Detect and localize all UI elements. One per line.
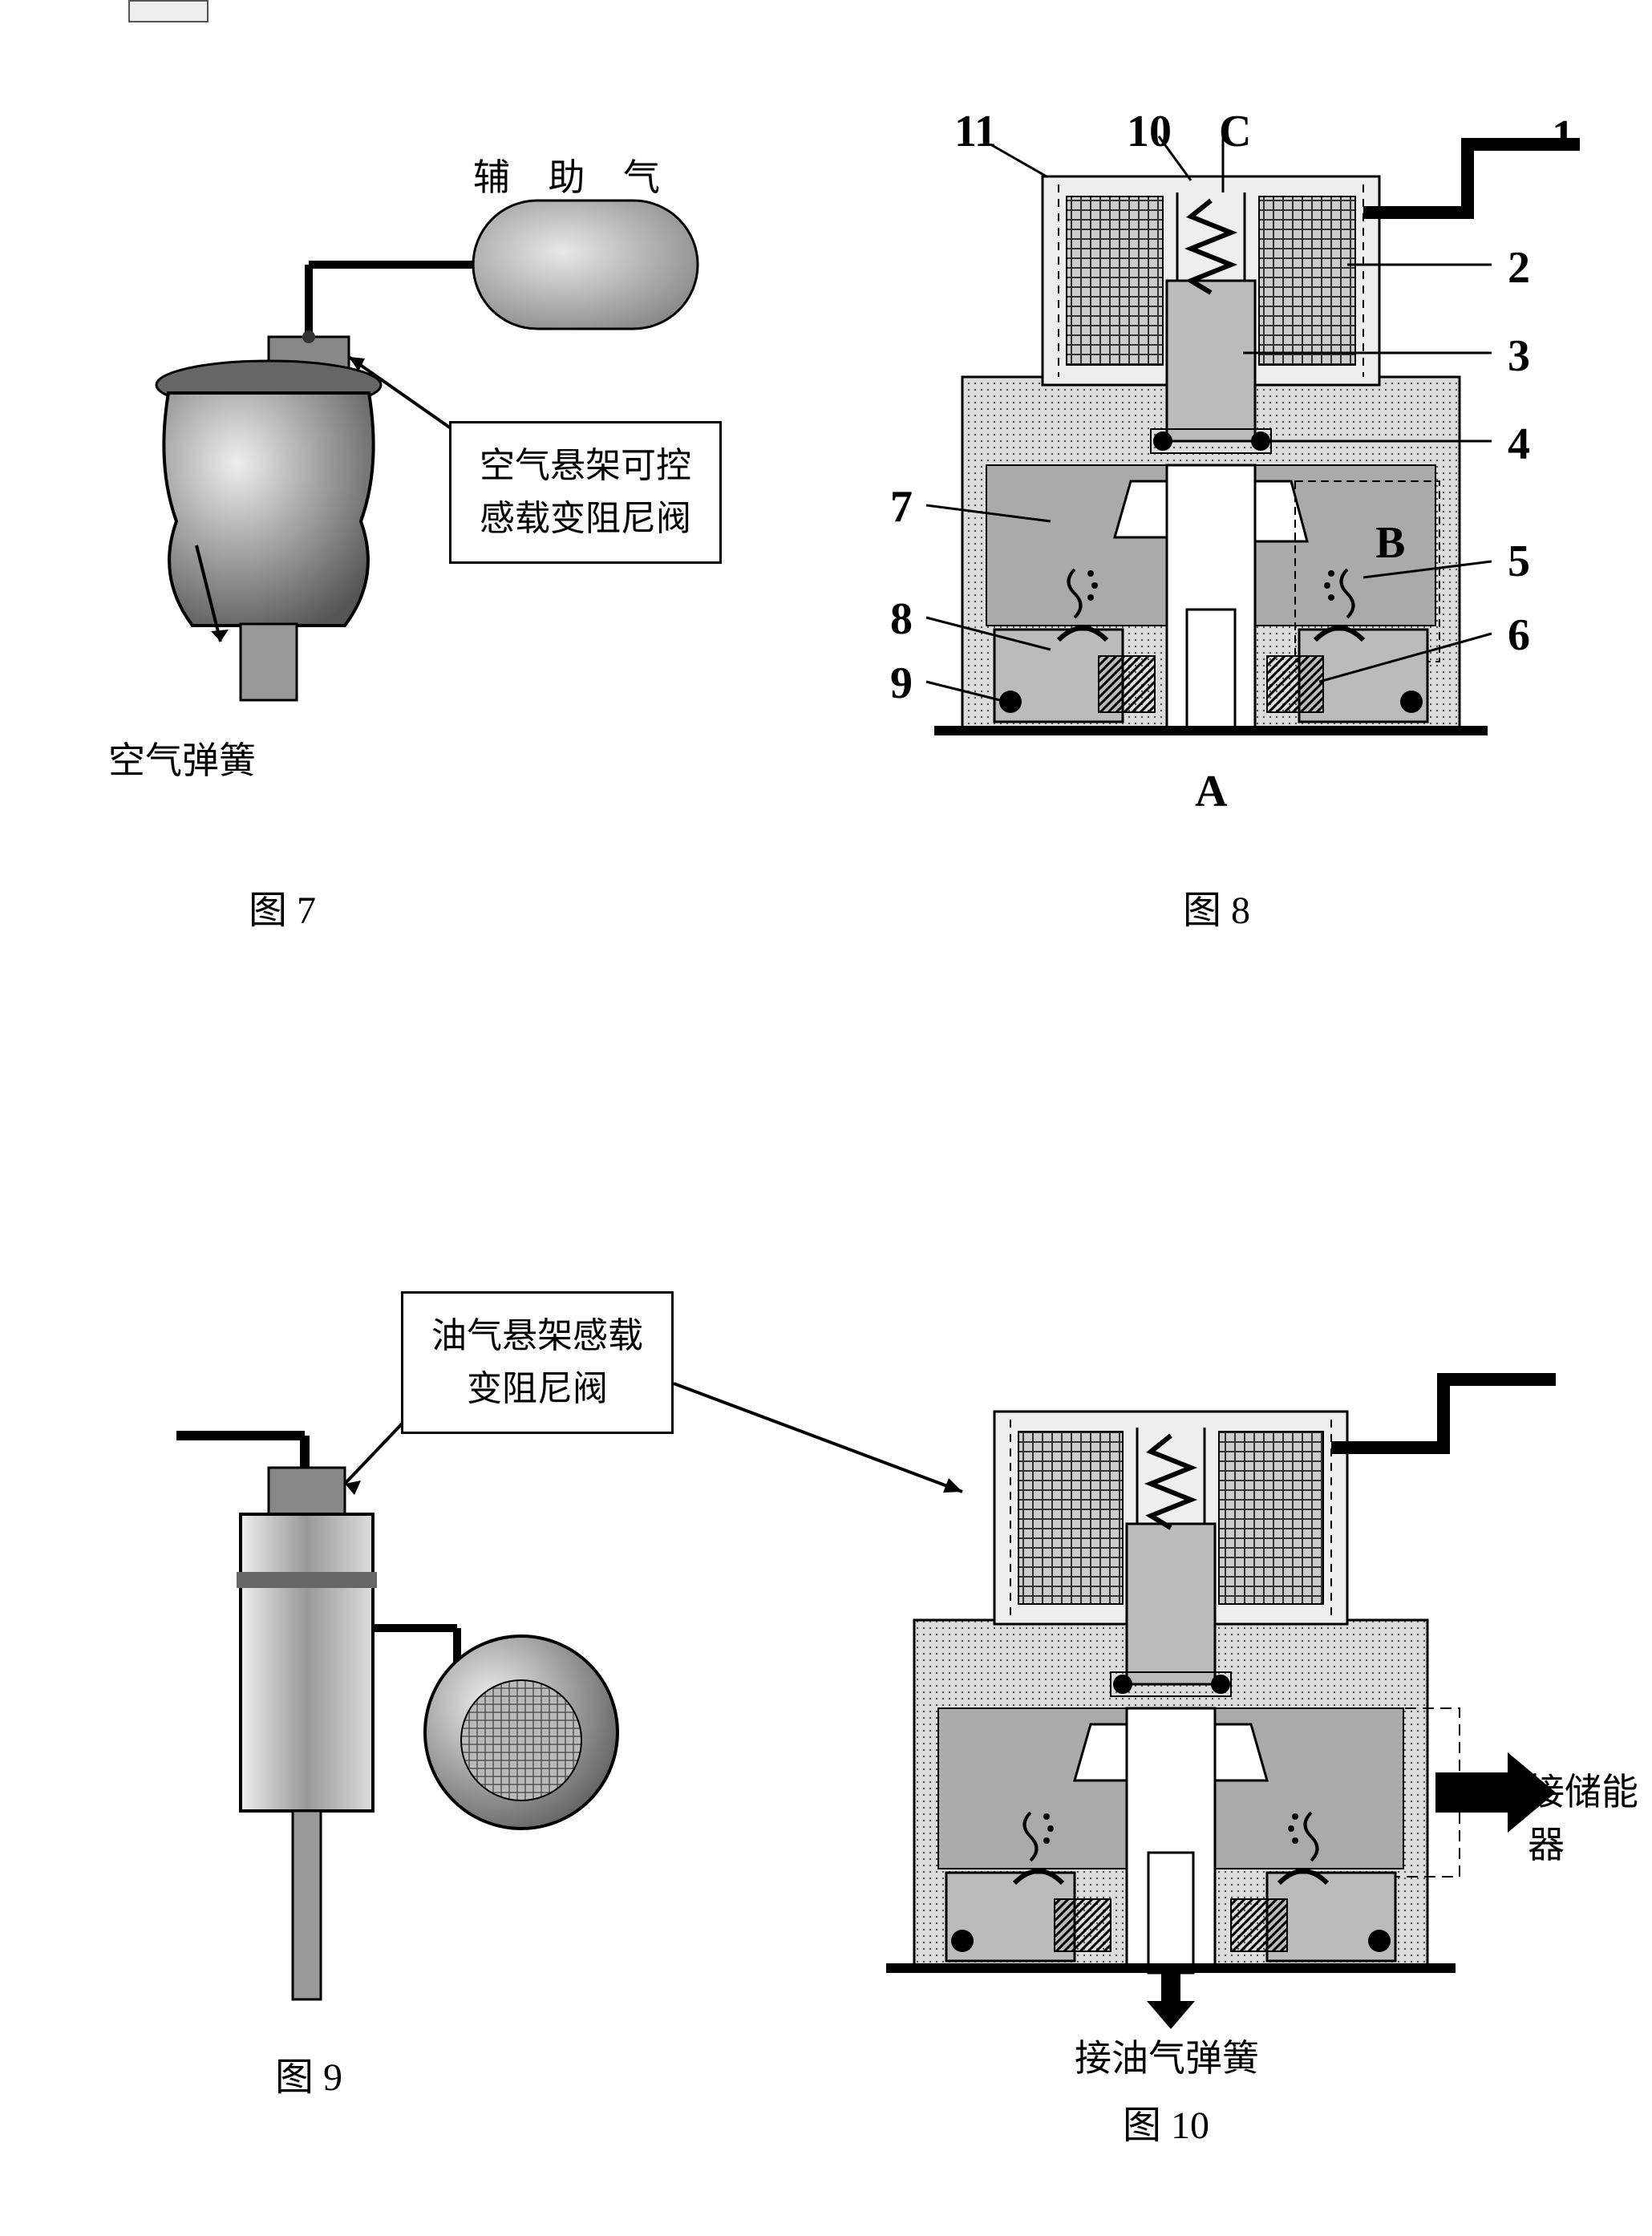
label-to-hydro-spring: 接油气弹簧 <box>1075 2029 1259 2082</box>
figure-8 <box>850 104 1588 802</box>
figure-10 <box>850 1355 1588 2029</box>
label-aux-gas: 辅 助 气 <box>473 148 674 201</box>
label-to-accumulator: 接储能器 <box>1528 1763 1652 1869</box>
edge-tab-top <box>128 0 209 22</box>
fig8-svg <box>850 104 1588 802</box>
fig7-caption: 图 7 <box>249 878 316 934</box>
fig8-n4: 4 <box>1508 419 1530 470</box>
fig8-caption: 图 8 <box>1183 878 1250 934</box>
fig8-n9: 9 <box>890 658 913 709</box>
fig8-n2: 2 <box>1508 242 1530 294</box>
fig8-n11: 11 <box>954 106 997 157</box>
fig8-n3: 3 <box>1508 330 1530 382</box>
fig9-caption: 图 9 <box>275 2045 342 2101</box>
fig8-n8: 8 <box>890 593 913 645</box>
fig8-n6: 6 <box>1508 610 1530 661</box>
fig8-C: C <box>1219 106 1251 157</box>
page: 辅 助 气 空气悬架可控 感载变阻尼阀 空气弹簧 图 7 <box>0 0 1652 2236</box>
fig8-n5: 5 <box>1508 536 1530 587</box>
fig8-A: A <box>1195 766 1227 817</box>
fig10-svg <box>850 1355 1588 2029</box>
box-air-susp-valve: 空气悬架可控 感载变阻尼阀 <box>449 421 722 564</box>
label-air-spring: 空气弹簧 <box>108 731 256 784</box>
hydro-susp-valve-l1: 油气悬架感载 <box>427 1310 647 1363</box>
box-hydro-susp-valve: 油气悬架感载 变阻尼阀 <box>401 1291 674 1434</box>
fig8-n7: 7 <box>890 481 913 533</box>
fig10-caption: 图 10 <box>1123 2093 1209 2149</box>
fig8-B: B <box>1375 517 1405 569</box>
hydro-susp-valve-l2: 变阻尼阀 <box>427 1363 647 1416</box>
air-susp-valve-l2: 感载变阻尼阀 <box>476 492 695 545</box>
air-susp-valve-l1: 空气悬架可控 <box>476 440 695 492</box>
fig8-n1: 1 <box>1552 111 1574 162</box>
fig8-n10: 10 <box>1127 106 1172 157</box>
